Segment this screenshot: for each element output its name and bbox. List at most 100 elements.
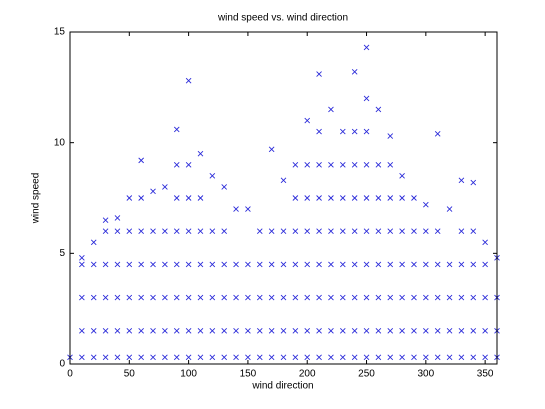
point — [434, 261, 441, 268]
point — [292, 294, 299, 301]
point — [339, 354, 346, 361]
point — [446, 261, 453, 268]
point — [399, 354, 405, 361]
point — [102, 294, 109, 301]
point — [316, 354, 322, 361]
y-tick-label: 5 — [59, 248, 65, 259]
point — [102, 261, 109, 268]
point — [328, 106, 334, 113]
point — [162, 261, 168, 268]
point — [150, 354, 156, 361]
point — [102, 228, 109, 235]
point — [90, 261, 97, 268]
point — [209, 294, 216, 301]
point — [304, 294, 311, 301]
point — [114, 261, 121, 268]
point — [185, 228, 192, 235]
point — [209, 354, 216, 361]
point — [375, 354, 382, 361]
point — [79, 327, 85, 334]
point — [399, 228, 405, 235]
point — [79, 261, 85, 268]
point — [221, 261, 228, 268]
point — [351, 69, 358, 75]
point — [292, 228, 299, 235]
point — [375, 327, 382, 334]
y-axis-label: wind speed — [31, 173, 42, 225]
point — [209, 228, 216, 235]
point — [339, 228, 346, 235]
point — [197, 228, 204, 235]
point — [375, 106, 382, 113]
point — [387, 261, 394, 268]
point — [482, 294, 488, 301]
point — [363, 128, 370, 135]
point — [387, 294, 394, 301]
point — [351, 128, 358, 135]
point — [268, 354, 275, 361]
point — [126, 354, 133, 361]
point — [280, 261, 287, 268]
point — [138, 228, 144, 235]
point — [328, 327, 334, 334]
point — [482, 354, 488, 361]
point — [351, 327, 358, 334]
point — [126, 294, 133, 301]
point — [363, 354, 370, 361]
y-tick-label: 10 — [54, 137, 66, 148]
point — [245, 261, 251, 268]
point — [233, 294, 239, 301]
point — [197, 327, 204, 334]
point — [434, 354, 441, 361]
point — [411, 327, 417, 334]
point — [292, 261, 299, 268]
point — [268, 327, 275, 334]
point — [387, 327, 394, 334]
point — [268, 146, 275, 153]
point — [185, 261, 192, 268]
point — [339, 128, 346, 135]
point — [423, 228, 429, 235]
point — [328, 161, 334, 168]
point — [446, 354, 453, 361]
point — [256, 354, 263, 361]
point — [102, 327, 109, 334]
point — [411, 228, 417, 235]
point — [173, 261, 180, 268]
point — [387, 354, 394, 361]
point — [375, 195, 382, 201]
point — [304, 327, 311, 334]
point — [470, 327, 477, 334]
point — [470, 228, 477, 235]
point — [363, 195, 370, 201]
x-tick-label: 100 — [180, 369, 197, 380]
point — [233, 354, 239, 361]
point — [256, 228, 263, 235]
point — [446, 294, 453, 301]
point — [245, 206, 251, 212]
point — [316, 71, 322, 77]
point — [411, 261, 417, 268]
point — [387, 133, 394, 139]
point — [458, 327, 465, 334]
point — [173, 354, 180, 361]
point — [316, 327, 322, 334]
point — [268, 228, 275, 235]
point — [399, 294, 405, 301]
point — [209, 327, 216, 334]
point — [221, 184, 228, 190]
point — [375, 161, 382, 168]
point — [339, 261, 346, 268]
point — [138, 294, 144, 301]
point — [304, 261, 311, 268]
point — [399, 195, 405, 201]
point — [304, 228, 311, 235]
point — [162, 327, 168, 334]
point — [114, 215, 121, 221]
point — [363, 161, 370, 168]
y-tick-label: 15 — [54, 27, 66, 38]
point — [185, 195, 192, 201]
point — [221, 327, 228, 334]
point — [363, 95, 370, 102]
x-tick-label: 250 — [358, 369, 375, 380]
